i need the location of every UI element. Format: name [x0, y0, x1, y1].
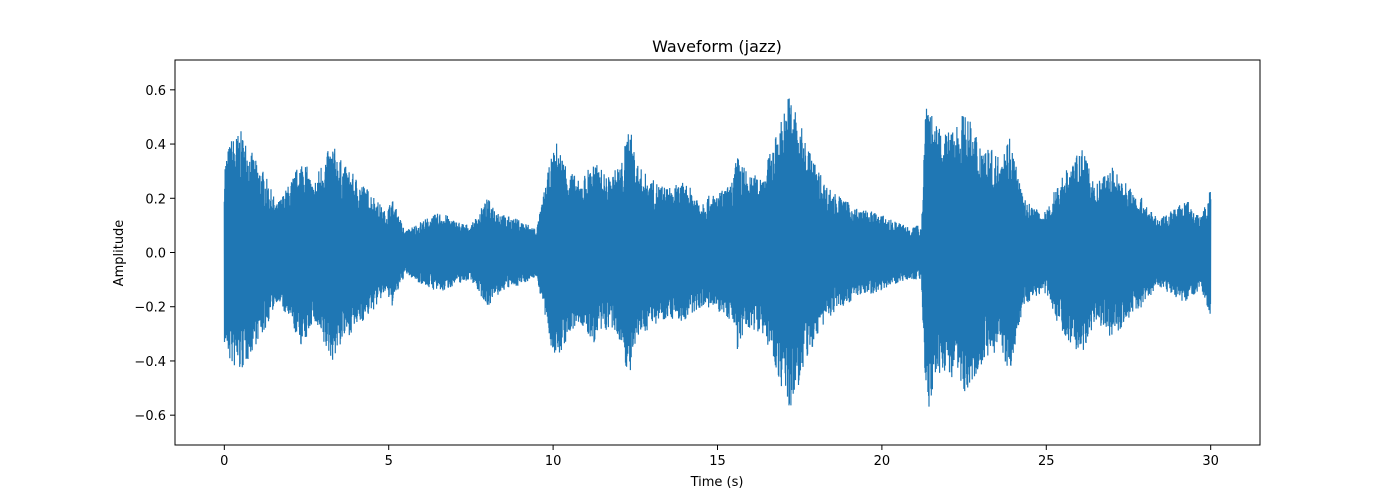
y-tick-label: −0.2 — [134, 301, 166, 316]
x-axis: 0 5 10 15 20 25 30 — [220, 445, 1219, 469]
x-tick-label: 25 — [1038, 454, 1055, 469]
y-tick-label: 0.6 — [145, 84, 166, 99]
y-axis: −0.6 −0.4 −0.2 0.0 0.2 0.4 0.6 — [134, 84, 175, 424]
x-axis-label: Time (s) — [690, 475, 744, 490]
y-tick-label: 0.2 — [145, 192, 166, 207]
y-tick-label: 0.4 — [145, 138, 166, 153]
x-tick-label: 30 — [1202, 454, 1219, 469]
y-axis-label: Amplitude — [112, 220, 127, 287]
plot-area — [174, 59, 1261, 446]
x-tick-label: 20 — [874, 454, 891, 469]
chart-title: Waveform (jazz) — [652, 37, 782, 56]
x-tick-label: 10 — [545, 454, 562, 469]
x-tick-label: 5 — [385, 454, 393, 469]
x-tick-label: 0 — [220, 454, 228, 469]
x-tick-label: 15 — [709, 454, 726, 469]
y-tick-label: −0.6 — [134, 409, 166, 424]
y-tick-label: 0.0 — [145, 247, 166, 262]
waveform-series — [223, 98, 1212, 407]
y-tick-label: −0.4 — [134, 355, 166, 370]
